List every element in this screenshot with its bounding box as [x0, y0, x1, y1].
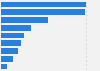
Bar — [1, 56, 13, 62]
Bar — [1, 48, 18, 54]
Bar — [1, 40, 22, 46]
Bar — [1, 9, 84, 15]
Bar — [1, 17, 48, 23]
Bar — [1, 25, 31, 31]
Bar — [1, 2, 86, 7]
Bar — [1, 33, 24, 38]
Bar — [1, 64, 7, 69]
